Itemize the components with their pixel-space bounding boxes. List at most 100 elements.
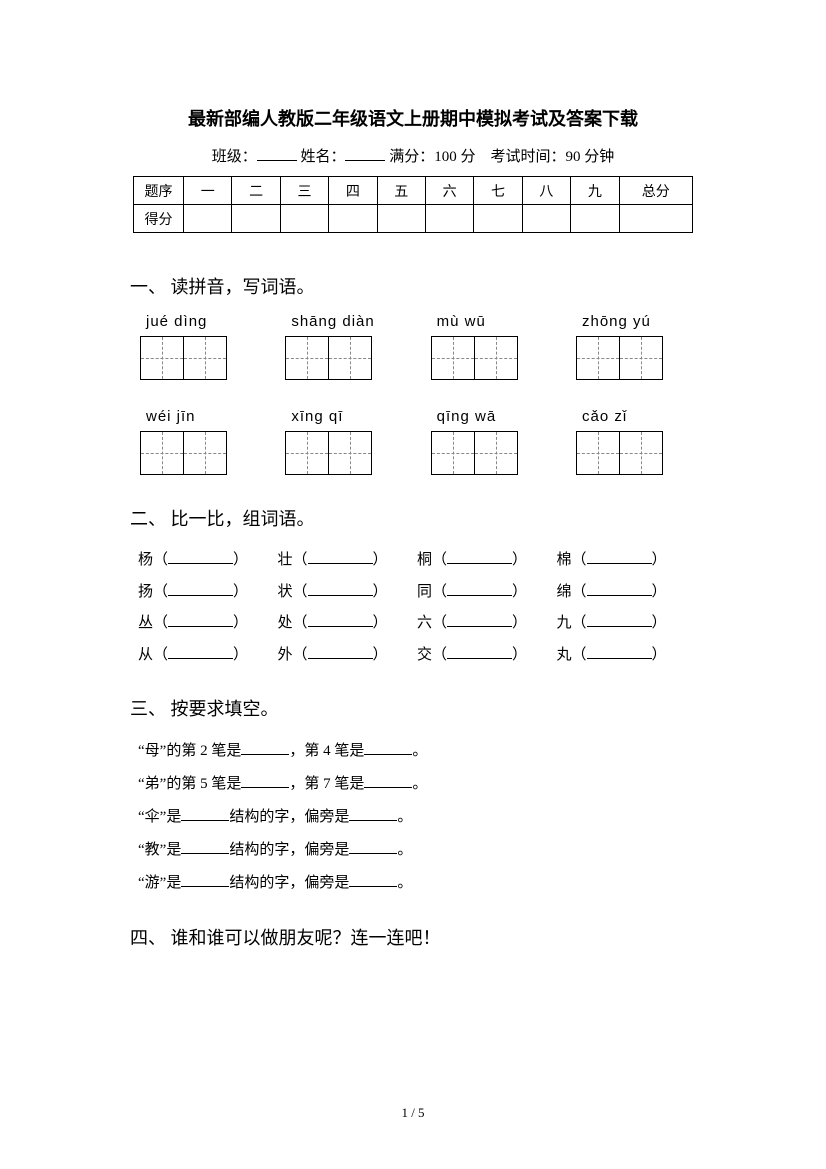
char: 壮	[278, 552, 293, 568]
char-box[interactable]	[474, 431, 518, 475]
char: 九	[557, 615, 572, 631]
char-box[interactable]	[140, 431, 184, 475]
pinyin-text: xīng qī	[285, 408, 395, 425]
char-box[interactable]	[328, 336, 372, 380]
char: 状	[278, 584, 293, 600]
word-blank[interactable]	[308, 644, 373, 659]
fill-blank[interactable]	[241, 740, 289, 755]
char-box[interactable]	[285, 431, 329, 475]
char-box[interactable]	[474, 336, 518, 380]
word-blank[interactable]	[168, 612, 233, 627]
td-blank[interactable]	[280, 205, 328, 233]
th-8: 八	[522, 177, 570, 205]
fill-end: 。	[412, 776, 427, 792]
fill-blank[interactable]	[349, 839, 397, 854]
fill-lines: “母”的第 2 笔是，第 4 笔是。 “弟”的第 5 笔是，第 7 笔是。 “伞…	[138, 735, 696, 900]
word-blank[interactable]	[447, 612, 512, 627]
char-box[interactable]	[431, 431, 475, 475]
char: 从	[138, 647, 153, 663]
name-label: 姓名：	[300, 149, 345, 165]
name-blank[interactable]	[345, 146, 385, 161]
pinyin-group: qīng wā	[431, 408, 541, 475]
fill-end: 。	[397, 809, 412, 825]
th-4: 四	[329, 177, 377, 205]
pinyin-text: wéi jīn	[140, 408, 250, 425]
table-row: 得分	[134, 205, 693, 233]
char-box[interactable]	[140, 336, 184, 380]
time-value: 90 分钟	[566, 149, 615, 165]
td-blank[interactable]	[329, 205, 377, 233]
char: 桐	[417, 552, 432, 568]
char: 棉	[557, 552, 572, 568]
char-box[interactable]	[285, 336, 329, 380]
fill-blank[interactable]	[349, 872, 397, 887]
char-box[interactable]	[431, 336, 475, 380]
fill-pre: “教”是	[138, 842, 181, 858]
word-blank[interactable]	[168, 644, 233, 659]
word-blank[interactable]	[587, 549, 652, 564]
fill-blank[interactable]	[181, 839, 229, 854]
section-4-title: 四、 谁和谁可以做朋友呢？连一连吧！	[130, 924, 696, 950]
th-2: 二	[232, 177, 280, 205]
th-3: 三	[280, 177, 328, 205]
word-blank[interactable]	[308, 612, 373, 627]
td-blank[interactable]	[377, 205, 425, 233]
pinyin-text: zhōng yú	[576, 313, 686, 330]
word-blank[interactable]	[587, 581, 652, 596]
compare-grid: 杨（） 壮（） 桐（） 棉（） 扬（） 状（） 同（） 绵（） 丛（） 处（） …	[138, 545, 696, 671]
word-blank[interactable]	[447, 581, 512, 596]
fill-mid: 结构的字，偏旁是	[229, 875, 349, 891]
fill-blank[interactable]	[364, 740, 412, 755]
word-blank[interactable]	[168, 549, 233, 564]
char: 杨	[138, 552, 153, 568]
word-blank[interactable]	[447, 644, 512, 659]
word-blank[interactable]	[447, 549, 512, 564]
td-blank[interactable]	[232, 205, 280, 233]
class-blank[interactable]	[257, 146, 297, 161]
char-box[interactable]	[576, 431, 620, 475]
fill-blank[interactable]	[181, 872, 229, 887]
td-blank[interactable]	[474, 205, 522, 233]
exam-header-line: 班级： 姓名： 满分：100 分 考试时间：90 分钟	[130, 145, 696, 166]
char-box[interactable]	[183, 431, 227, 475]
td-score-label: 得分	[134, 205, 184, 233]
fill-blank[interactable]	[181, 806, 229, 821]
td-blank[interactable]	[571, 205, 619, 233]
td-blank[interactable]	[184, 205, 232, 233]
fill-pre: “伞”是	[138, 809, 181, 825]
char-box[interactable]	[183, 336, 227, 380]
section-1-title: 一、 读拼音，写词语。	[130, 273, 696, 299]
th-7: 七	[474, 177, 522, 205]
word-blank[interactable]	[587, 612, 652, 627]
td-blank[interactable]	[425, 205, 473, 233]
th-seq: 题序	[134, 177, 184, 205]
fill-blank[interactable]	[241, 773, 289, 788]
pinyin-text: cǎo zǐ	[576, 408, 686, 425]
fill-mid: ，第 4 笔是	[289, 743, 364, 759]
pinyin-text: mù wū	[431, 313, 541, 330]
class-label: 班级：	[212, 149, 257, 165]
char-box[interactable]	[328, 431, 372, 475]
char-box[interactable]	[619, 336, 663, 380]
fill-mid: ，第 7 笔是	[289, 776, 364, 792]
word-blank[interactable]	[168, 581, 233, 596]
fill-blank[interactable]	[364, 773, 412, 788]
char: 处	[278, 615, 293, 631]
word-blank[interactable]	[587, 644, 652, 659]
td-blank[interactable]	[522, 205, 570, 233]
page-title: 最新部编人教版二年级语文上册期中模拟考试及答案下载	[130, 105, 696, 131]
pinyin-text: shāng diàn	[285, 313, 395, 330]
char: 丸	[557, 647, 572, 663]
char-box[interactable]	[576, 336, 620, 380]
pinyin-row-2: wéi jīn xīng qī qīng wā cǎo zǐ	[140, 408, 686, 475]
char-box[interactable]	[619, 431, 663, 475]
word-blank[interactable]	[308, 549, 373, 564]
word-blank[interactable]	[308, 581, 373, 596]
fill-blank[interactable]	[349, 806, 397, 821]
pinyin-group: jué dìng	[140, 313, 250, 380]
td-blank[interactable]	[619, 205, 692, 233]
table-row: 题序 一 二 三 四 五 六 七 八 九 总分	[134, 177, 693, 205]
th-total: 总分	[619, 177, 692, 205]
fill-mid: 结构的字，偏旁是	[229, 842, 349, 858]
full-label: 满分：	[389, 149, 434, 165]
